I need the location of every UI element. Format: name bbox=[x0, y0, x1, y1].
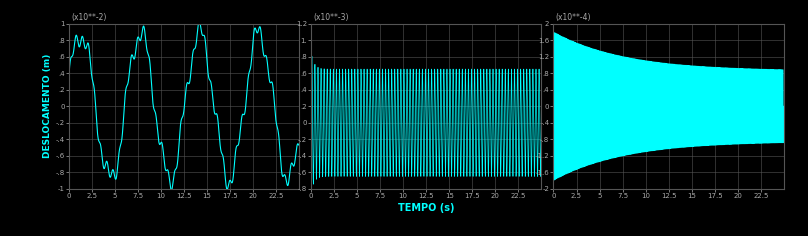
Y-axis label: DESLOCAMENTO (m): DESLOCAMENTO (m) bbox=[44, 54, 53, 158]
Text: (x10**-3): (x10**-3) bbox=[314, 13, 349, 22]
X-axis label: TEMPO (s): TEMPO (s) bbox=[398, 203, 454, 213]
Text: (x10**-4): (x10**-4) bbox=[556, 13, 591, 22]
Text: (x10**-2): (x10**-2) bbox=[71, 13, 107, 22]
